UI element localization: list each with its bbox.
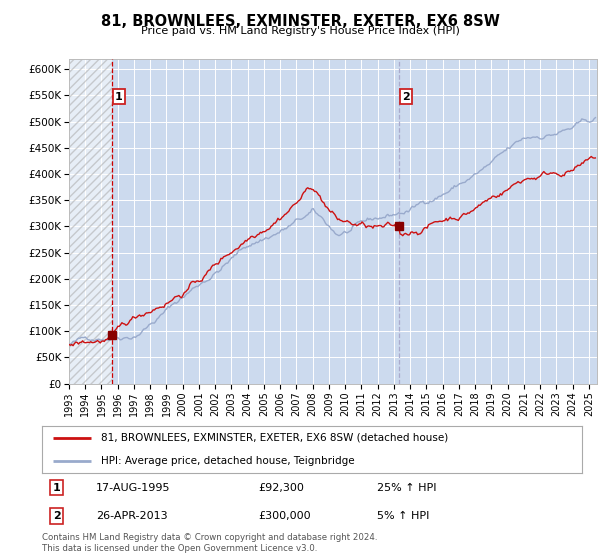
Text: 2: 2 (53, 511, 61, 521)
Bar (69, 59, 112, 384)
Text: 81, BROWNLEES, EXMINSTER, EXETER, EX6 8SW (detached house): 81, BROWNLEES, EXMINSTER, EXETER, EX6 8S… (101, 432, 449, 442)
Text: Contains HM Land Registry data © Crown copyright and database right 2024.
This d: Contains HM Land Registry data © Crown c… (42, 533, 377, 553)
Text: 2: 2 (403, 91, 410, 101)
Text: 1: 1 (115, 91, 122, 101)
Text: 26-APR-2013: 26-APR-2013 (96, 511, 167, 521)
Text: 81, BROWNLEES, EXMINSTER, EXETER, EX6 8SW: 81, BROWNLEES, EXMINSTER, EXETER, EX6 8S… (101, 14, 499, 29)
Text: 25% ↑ HPI: 25% ↑ HPI (377, 483, 436, 493)
Text: 17-AUG-1995: 17-AUG-1995 (96, 483, 170, 493)
Text: Price paid vs. HM Land Registry's House Price Index (HPI): Price paid vs. HM Land Registry's House … (140, 26, 460, 36)
Text: HPI: Average price, detached house, Teignbridge: HPI: Average price, detached house, Teig… (101, 456, 355, 466)
Text: £300,000: £300,000 (258, 511, 311, 521)
Text: £92,300: £92,300 (258, 483, 304, 493)
Text: 1: 1 (53, 483, 61, 493)
Text: 5% ↑ HPI: 5% ↑ HPI (377, 511, 429, 521)
